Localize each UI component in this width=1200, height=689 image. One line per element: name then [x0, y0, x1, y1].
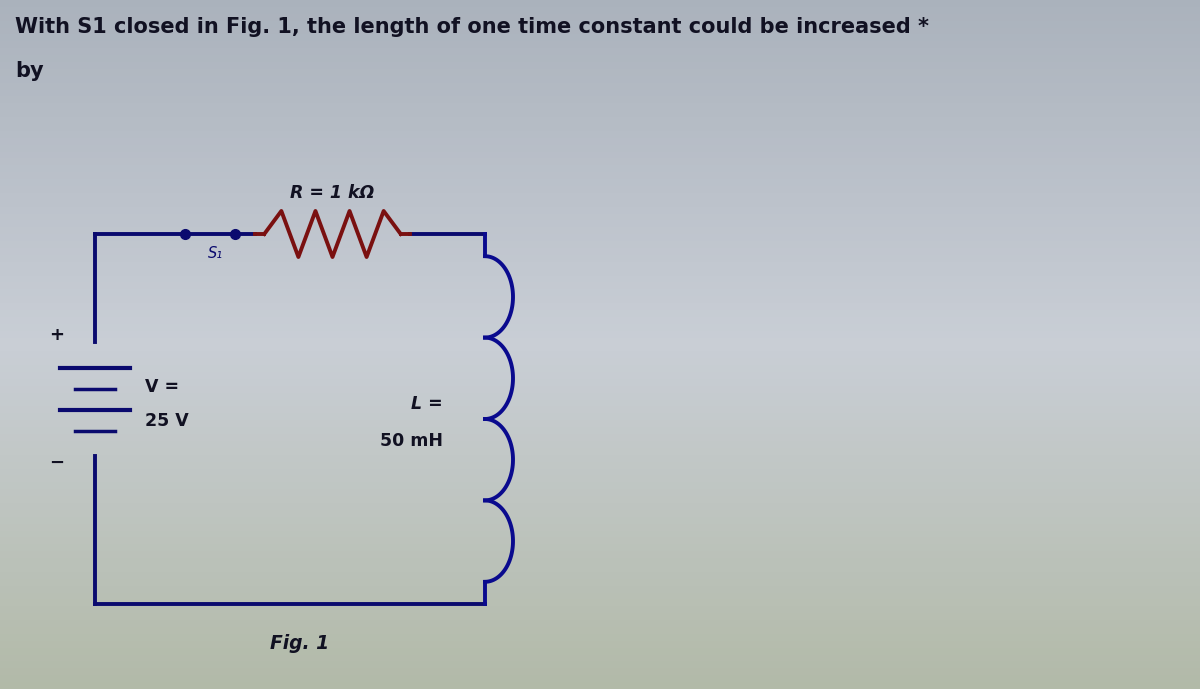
- Text: S₁: S₁: [208, 246, 222, 261]
- Text: 50 mH: 50 mH: [380, 432, 443, 450]
- Text: 25 V: 25 V: [145, 412, 188, 430]
- Text: L =: L =: [412, 395, 443, 413]
- Text: −: −: [49, 454, 65, 472]
- Text: With S1 closed in Fig. 1, the length of one time constant could be increased *: With S1 closed in Fig. 1, the length of …: [14, 17, 929, 37]
- Text: R = 1 kΩ: R = 1 kΩ: [290, 184, 374, 202]
- Text: V =: V =: [145, 378, 179, 396]
- Text: Fig. 1: Fig. 1: [270, 634, 330, 653]
- Text: +: +: [49, 326, 65, 344]
- Text: by: by: [14, 61, 43, 81]
